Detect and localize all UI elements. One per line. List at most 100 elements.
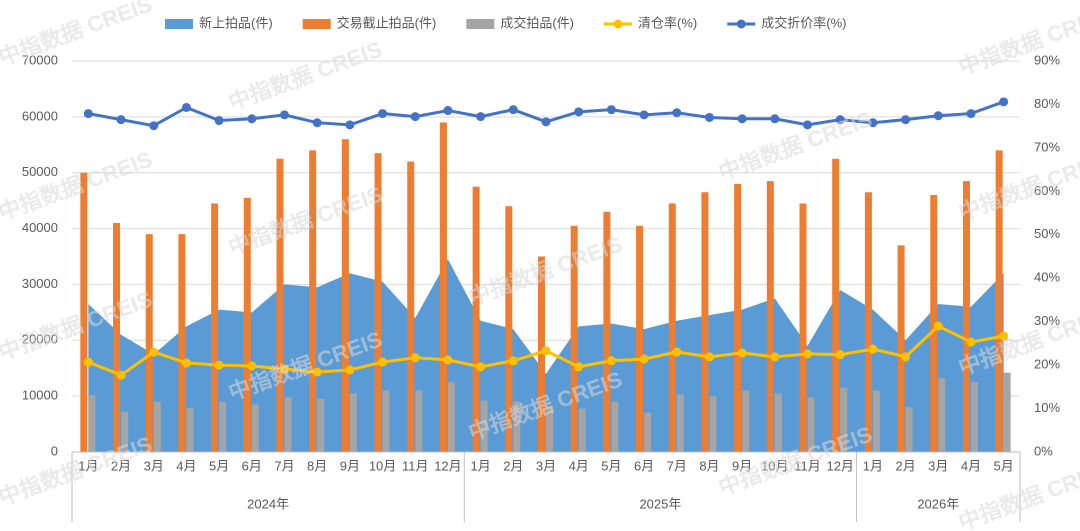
line-marker xyxy=(312,118,322,128)
x-tick-label: 6月 xyxy=(634,458,654,473)
x-tick-label: 3月 xyxy=(144,458,164,473)
bar xyxy=(472,186,480,452)
line-marker xyxy=(639,110,649,120)
x-tick-label: 1月 xyxy=(78,458,98,473)
bar xyxy=(276,158,284,452)
line-marker xyxy=(672,108,682,118)
x-tick-label: 12月 xyxy=(826,458,853,473)
bar xyxy=(341,139,349,452)
line-marker xyxy=(803,349,813,359)
bar xyxy=(480,400,488,452)
line-marker xyxy=(378,109,388,119)
y-tick-label: 30000 xyxy=(22,276,58,291)
x-group-label: 2024年 xyxy=(247,496,289,511)
line-marker xyxy=(410,353,420,363)
legend-label: 成交拍品(件) xyxy=(500,15,574,30)
line-marker xyxy=(83,109,93,119)
x-tick-label: 7月 xyxy=(667,458,687,473)
x-tick-label: 9月 xyxy=(340,458,360,473)
line-marker xyxy=(541,117,551,127)
line-marker xyxy=(639,354,649,364)
legend-label: 交易截止拍品(件) xyxy=(337,15,437,30)
x-tick-label: 6月 xyxy=(242,458,262,473)
line-marker xyxy=(803,120,813,130)
bar xyxy=(603,211,611,452)
line-marker xyxy=(868,344,878,354)
y-tick-label: 10000 xyxy=(22,388,58,403)
legend-label: 新上拍品(件) xyxy=(199,15,273,30)
x-tick-label: 8月 xyxy=(699,458,719,473)
watermark: 中指数据 CREIS xyxy=(955,1,1080,80)
x-tick-label: 3月 xyxy=(536,458,556,473)
x-tick-label: 2月 xyxy=(503,458,523,473)
bar xyxy=(88,395,96,452)
bar xyxy=(840,387,848,452)
bar xyxy=(962,181,970,453)
bar xyxy=(447,382,455,452)
bar xyxy=(799,203,807,452)
y-tick-label: 50000 xyxy=(22,164,58,179)
line-marker xyxy=(835,350,845,360)
x-tick-label: 4月 xyxy=(176,458,196,473)
bar xyxy=(872,390,880,452)
line-marker xyxy=(901,115,911,125)
bar xyxy=(807,397,815,452)
x-tick-label: 1月 xyxy=(863,458,883,473)
bar xyxy=(145,234,153,452)
line-marker xyxy=(508,356,518,366)
line-marker xyxy=(574,107,584,117)
bar xyxy=(317,398,325,452)
line-marker xyxy=(868,118,878,128)
line-marker xyxy=(737,348,747,358)
bar xyxy=(897,245,905,452)
line-marker xyxy=(149,347,159,357)
bar xyxy=(1003,372,1011,452)
legend-swatch xyxy=(613,19,623,29)
y-tick-label: 0 xyxy=(51,443,58,458)
bar xyxy=(186,407,194,452)
line-marker xyxy=(279,110,289,120)
line-marker xyxy=(443,106,453,116)
bar xyxy=(578,408,586,452)
legend-swatch xyxy=(165,19,193,29)
y-tick-label: 70000 xyxy=(22,52,58,67)
watermark: 中指数据 CREIS xyxy=(0,146,155,225)
line-marker xyxy=(476,362,486,372)
bar xyxy=(938,378,946,452)
bar xyxy=(382,390,390,452)
line-marker xyxy=(606,356,616,366)
line-marker xyxy=(181,102,191,112)
line-marker xyxy=(214,360,224,370)
bar xyxy=(668,203,676,452)
bar xyxy=(970,382,978,452)
bar xyxy=(439,122,447,452)
bar xyxy=(538,256,545,452)
line-marker xyxy=(999,97,1009,107)
line-marker xyxy=(312,367,322,377)
y2-tick-label: 60% xyxy=(1034,183,1060,198)
line-marker xyxy=(704,112,714,122)
bar xyxy=(905,407,913,452)
bar xyxy=(701,192,709,452)
bar xyxy=(211,203,219,452)
y2-tick-label: 80% xyxy=(1034,96,1060,111)
x-group-label: 2026年 xyxy=(917,496,959,511)
legend: 新上拍品(件) 交易截止拍品(件) 成交拍品(件) 清仓率(%) 成交折价率(%) xyxy=(165,15,846,30)
y2-tick-label: 0% xyxy=(1034,443,1053,458)
bar xyxy=(709,396,717,452)
bar xyxy=(832,158,840,452)
bar xyxy=(251,404,259,452)
y2-tick-label: 10% xyxy=(1034,400,1060,415)
legend-label: 成交折价率(%) xyxy=(761,15,846,30)
x-tick-label: 2月 xyxy=(895,458,915,473)
bar xyxy=(864,192,872,452)
bar xyxy=(546,406,553,452)
x-tick-label: 4月 xyxy=(961,458,981,473)
legend-swatch xyxy=(466,19,495,29)
line-marker xyxy=(508,105,518,115)
x-tick-label: 12月 xyxy=(434,458,461,473)
bar xyxy=(676,394,684,452)
bar xyxy=(80,172,88,452)
x-tick-label: 11月 xyxy=(794,458,821,473)
